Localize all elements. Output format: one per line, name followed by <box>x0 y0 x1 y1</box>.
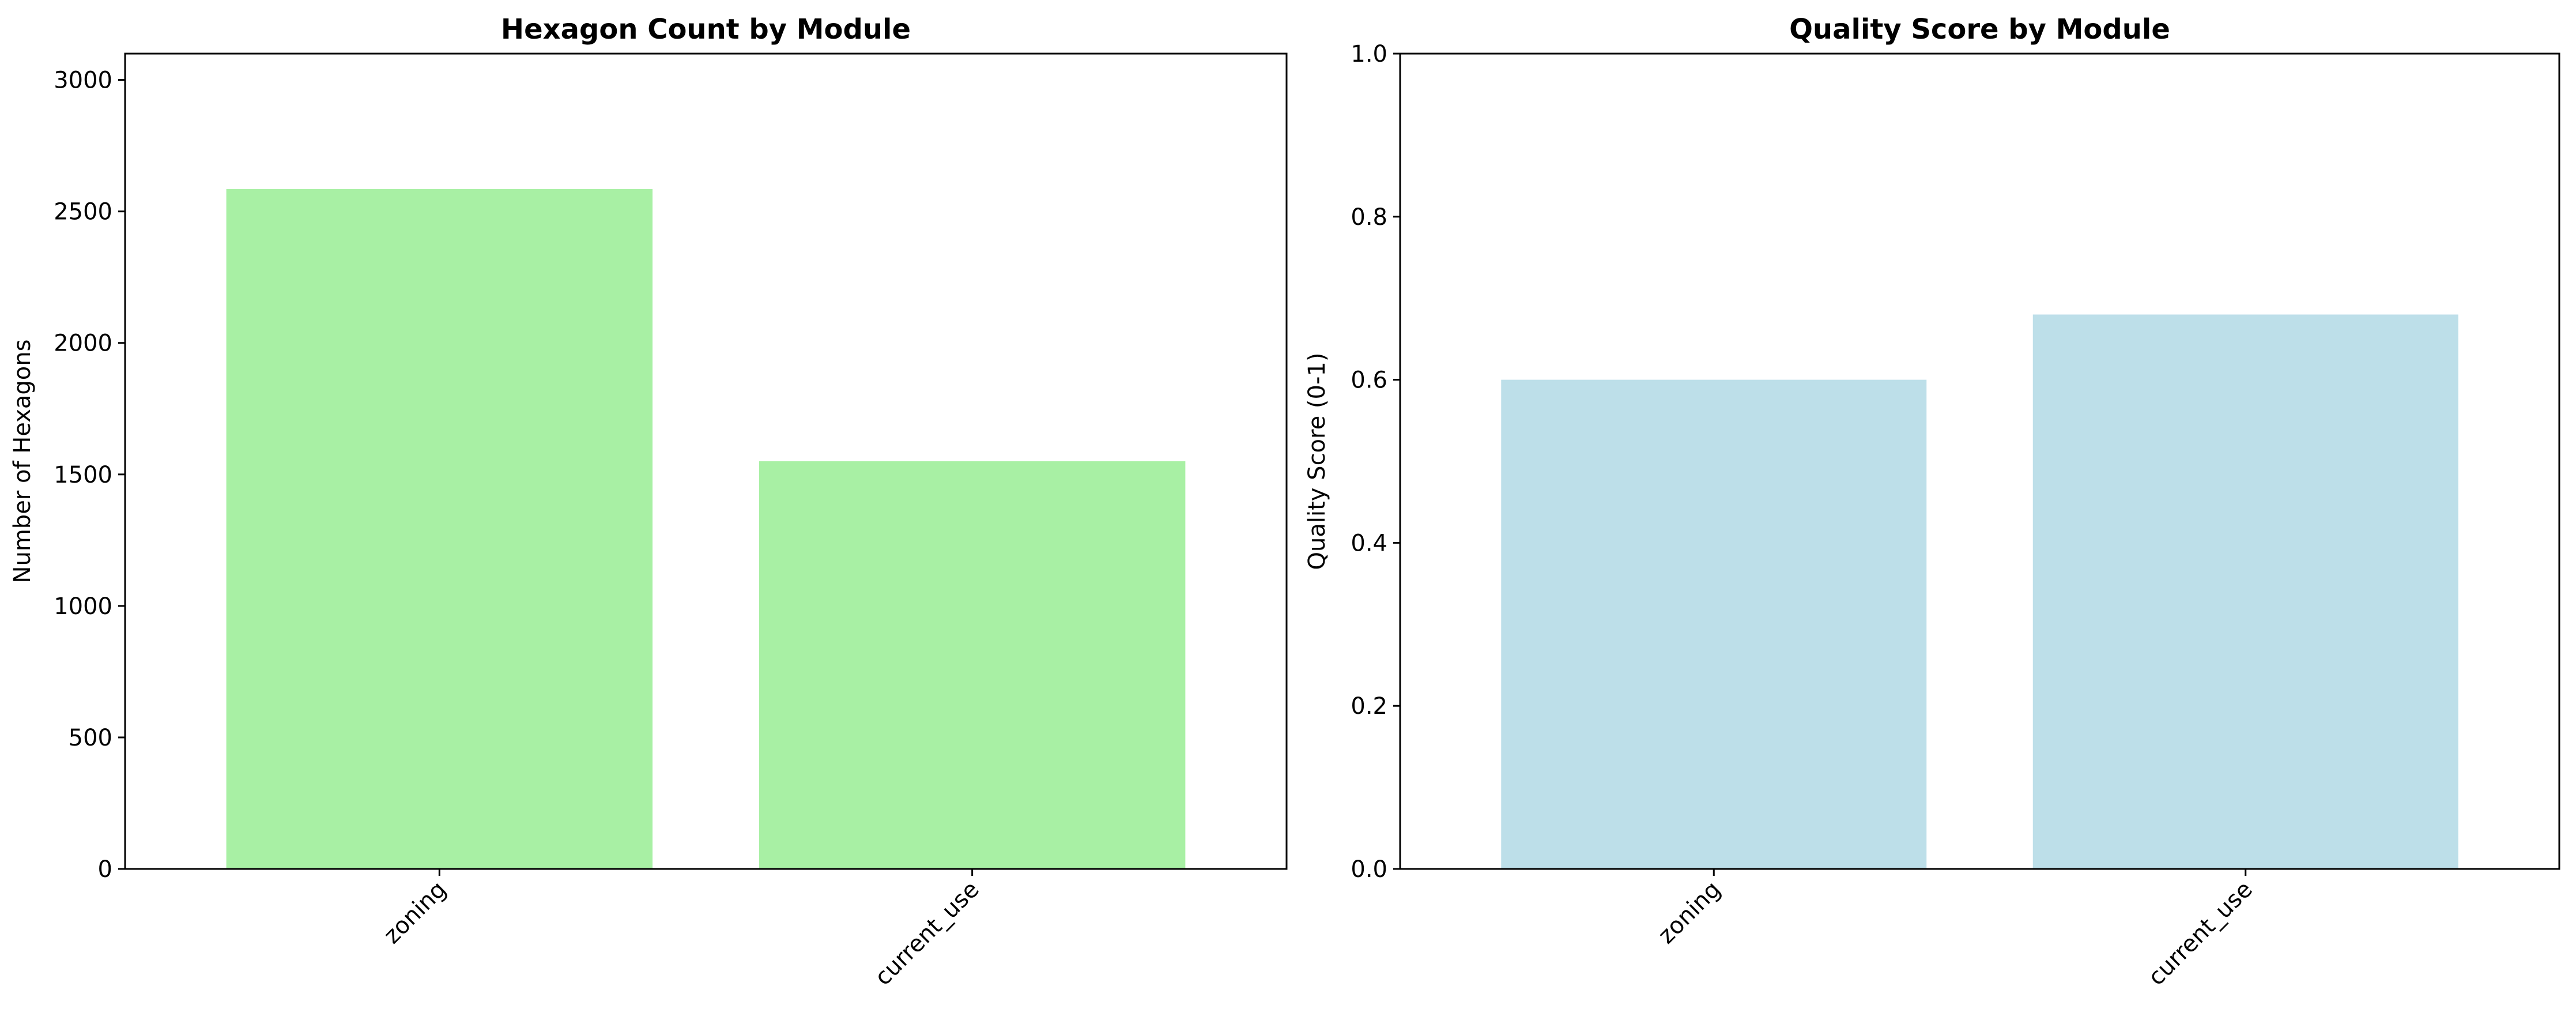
x-tick-label: zoning <box>379 876 451 949</box>
y-tick-label: 1500 <box>54 462 112 488</box>
y-tick-label: 0.4 <box>1351 530 1387 556</box>
axes-frame <box>1399 52 2560 870</box>
y-tick-label: 0.8 <box>1351 204 1387 231</box>
bar-current_use <box>2032 314 2458 869</box>
y-tick-label: 2000 <box>54 330 112 357</box>
y-tick-label: 1.0 <box>1351 41 1387 67</box>
y-axis-label: Number of Hexagons <box>9 340 36 584</box>
bar-zoning <box>1501 379 1927 869</box>
y-tick-label: 1000 <box>54 593 112 620</box>
y-tick-label: 500 <box>69 725 112 751</box>
bar-current_use <box>759 461 1186 869</box>
y-tick-label: 0 <box>98 856 112 883</box>
y-tick-label: 0.6 <box>1351 367 1387 394</box>
axes-frame <box>124 52 1288 870</box>
chart-title: Hexagon Count by Module <box>501 13 911 46</box>
x-tick-label: current_use <box>2143 876 2258 991</box>
bar-zoning <box>226 189 653 869</box>
y-tick-label: 3000 <box>54 67 112 94</box>
y-tick-label: 0.0 <box>1351 856 1387 883</box>
y-tick-label: 0.2 <box>1351 693 1387 720</box>
hexagon-count-chart: 0 500 1000 1500 2000 2500 3000 zoning current_us… <box>9 13 1288 991</box>
quality-score-chart: 0.0 0.2 0.4 0.6 0.8 1.0 zoning current_use Quali… <box>1304 13 2560 991</box>
chart-title: Quality Score by Module <box>1789 13 2170 46</box>
x-tick-label: current_use <box>870 876 985 991</box>
y-axis-label: Quality Score (0-1) <box>1304 353 1330 570</box>
x-tick-label: zoning <box>1653 876 1726 949</box>
y-tick-label: 2500 <box>54 199 112 225</box>
